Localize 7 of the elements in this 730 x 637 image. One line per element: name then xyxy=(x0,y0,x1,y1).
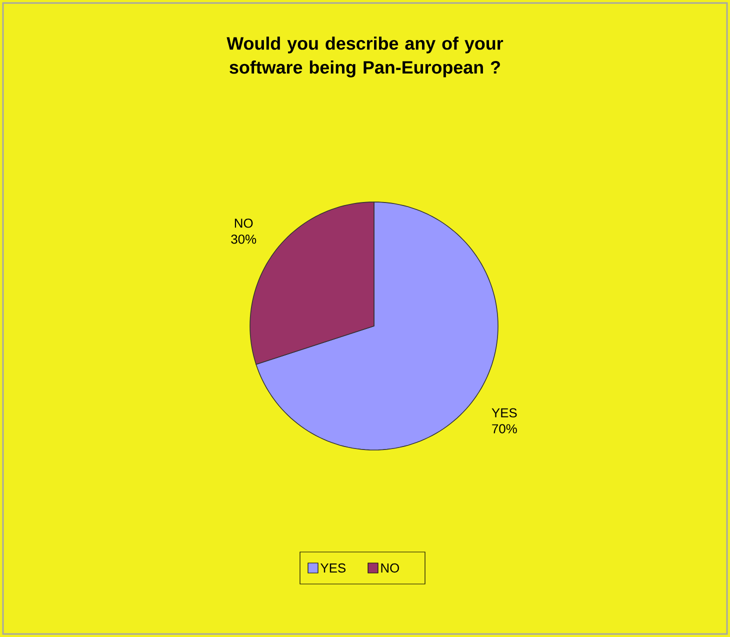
data-label: 70% xyxy=(492,424,517,434)
legend-label: YES xyxy=(320,563,346,573)
data-label: 30% xyxy=(231,234,256,244)
slice-label: YES xyxy=(492,408,517,418)
legend-label: NO xyxy=(381,563,400,573)
chart-title: Would you describe any of your software being Pan-European ? xyxy=(226,36,504,78)
slice-label: NO xyxy=(234,218,253,228)
